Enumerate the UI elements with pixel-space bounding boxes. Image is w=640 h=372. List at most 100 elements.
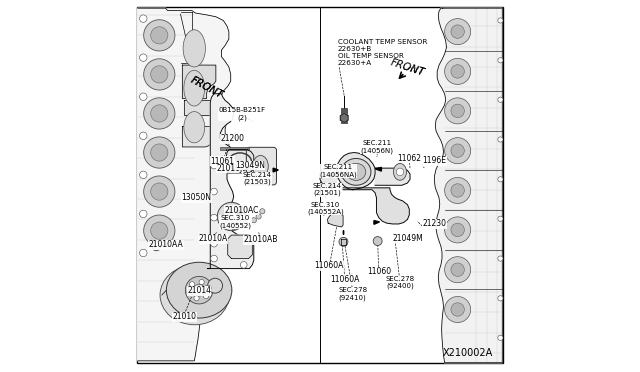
Text: X210002A: X210002A: [443, 348, 493, 358]
Text: 21014: 21014: [187, 286, 211, 295]
Circle shape: [241, 262, 247, 268]
Circle shape: [150, 144, 168, 161]
Text: 13049N: 13049N: [235, 161, 265, 170]
Ellipse shape: [183, 30, 205, 67]
Circle shape: [498, 256, 503, 261]
Circle shape: [498, 97, 503, 102]
Polygon shape: [162, 290, 232, 295]
Text: SEC.211
(14056N): SEC.211 (14056N): [360, 140, 394, 154]
Polygon shape: [375, 167, 381, 171]
Circle shape: [206, 285, 211, 291]
Polygon shape: [330, 185, 337, 189]
Circle shape: [256, 214, 261, 219]
Text: 0B15B-B251F
(2): 0B15B-B251F (2): [218, 108, 266, 121]
Text: SEC.214
(21501): SEC.214 (21501): [313, 183, 342, 196]
Circle shape: [199, 279, 204, 285]
Polygon shape: [227, 150, 254, 173]
Circle shape: [211, 162, 218, 169]
Text: 21049M: 21049M: [392, 234, 423, 243]
Circle shape: [451, 263, 465, 276]
Circle shape: [140, 132, 147, 140]
Polygon shape: [435, 8, 502, 363]
Circle shape: [140, 93, 147, 100]
Circle shape: [143, 176, 175, 207]
Circle shape: [143, 20, 175, 51]
Text: SEC.310
(140552A): SEC.310 (140552A): [307, 202, 344, 215]
Circle shape: [189, 282, 195, 287]
Polygon shape: [337, 153, 375, 190]
Ellipse shape: [253, 155, 268, 177]
Polygon shape: [184, 100, 220, 115]
Text: 21230: 21230: [422, 219, 446, 228]
Polygon shape: [340, 113, 348, 122]
Circle shape: [143, 59, 175, 90]
Circle shape: [143, 215, 175, 246]
Polygon shape: [138, 8, 231, 361]
Circle shape: [218, 202, 246, 231]
Circle shape: [445, 296, 470, 323]
Circle shape: [211, 188, 218, 195]
Text: 13050N: 13050N: [182, 193, 212, 202]
Text: 21010A: 21010A: [198, 234, 228, 243]
Circle shape: [211, 255, 218, 262]
Circle shape: [150, 183, 168, 200]
Ellipse shape: [346, 163, 365, 180]
Circle shape: [498, 58, 503, 63]
Polygon shape: [228, 235, 252, 259]
Text: FRONT: FRONT: [389, 57, 426, 78]
Circle shape: [211, 214, 218, 221]
Circle shape: [186, 276, 213, 304]
Circle shape: [445, 58, 470, 84]
Circle shape: [243, 221, 248, 227]
Circle shape: [187, 290, 192, 295]
Circle shape: [445, 19, 470, 45]
Circle shape: [498, 216, 503, 221]
Text: FRONT: FRONT: [389, 57, 426, 78]
Text: SEC.211
(14056NA): SEC.211 (14056NA): [319, 164, 356, 178]
Ellipse shape: [184, 70, 205, 106]
Polygon shape: [330, 174, 337, 177]
Circle shape: [339, 237, 348, 246]
Circle shape: [451, 223, 465, 237]
Circle shape: [231, 224, 236, 230]
Text: SEC.214
(21503): SEC.214 (21503): [243, 172, 271, 185]
Polygon shape: [320, 168, 337, 185]
Text: 11060A: 11060A: [314, 262, 344, 270]
Text: 11060A: 11060A: [330, 275, 359, 284]
Circle shape: [150, 105, 168, 122]
Circle shape: [373, 237, 382, 246]
Circle shape: [140, 210, 147, 218]
Ellipse shape: [160, 265, 229, 325]
Text: SEC.278
(92400): SEC.278 (92400): [385, 276, 415, 289]
Circle shape: [445, 98, 470, 124]
Circle shape: [140, 54, 147, 61]
Polygon shape: [341, 239, 346, 245]
Polygon shape: [237, 210, 244, 216]
Polygon shape: [343, 188, 410, 224]
Circle shape: [498, 296, 503, 301]
Circle shape: [211, 240, 218, 247]
Text: 1196E: 1196E: [422, 156, 447, 165]
Polygon shape: [207, 94, 254, 269]
Circle shape: [150, 222, 168, 239]
Text: FRONT: FRONT: [189, 76, 225, 101]
Circle shape: [152, 242, 161, 251]
Text: 21010AB: 21010AB: [243, 235, 278, 244]
Polygon shape: [182, 126, 216, 147]
Circle shape: [193, 284, 205, 296]
Circle shape: [498, 137, 503, 142]
Circle shape: [143, 98, 175, 129]
Bar: [220, 147, 248, 150]
Circle shape: [451, 104, 465, 118]
Circle shape: [498, 177, 503, 182]
Circle shape: [445, 138, 470, 164]
Text: 21200: 21200: [221, 134, 244, 143]
Ellipse shape: [341, 158, 371, 185]
Text: SEC.310
(140552): SEC.310 (140552): [219, 215, 251, 229]
Circle shape: [140, 249, 147, 257]
Circle shape: [451, 65, 465, 78]
Circle shape: [445, 217, 470, 243]
Circle shape: [260, 209, 265, 214]
Circle shape: [445, 257, 470, 283]
Ellipse shape: [166, 262, 232, 318]
